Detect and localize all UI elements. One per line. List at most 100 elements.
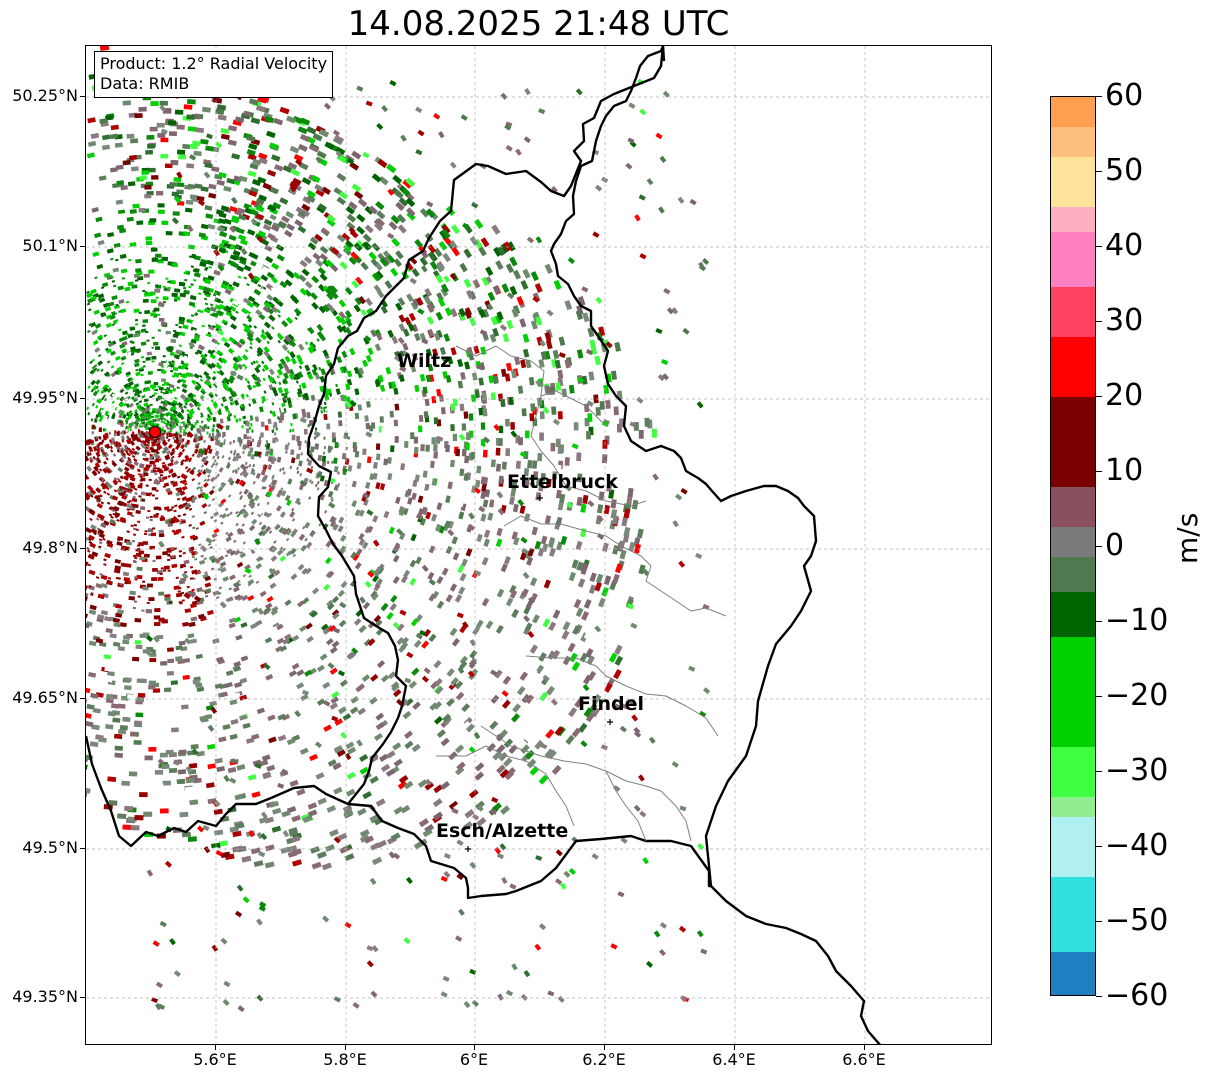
radar-pixel	[170, 402, 177, 408]
radar-pixel	[439, 346, 447, 356]
radar-pixel	[466, 678, 475, 688]
radar-pixel	[90, 692, 99, 699]
radar-pixel	[499, 843, 507, 851]
radar-pixel	[342, 713, 352, 721]
radar-pixel	[398, 314, 406, 323]
radar-pixel	[295, 158, 303, 166]
radar-pixel	[329, 829, 339, 837]
radar-pixel	[220, 289, 229, 296]
radar-pixel	[520, 993, 528, 1001]
radar-pixel	[195, 527, 200, 531]
radar-pixel	[405, 197, 416, 208]
radar-pixel	[207, 331, 211, 335]
radar-pixel	[181, 480, 186, 484]
radar-pixel	[161, 220, 169, 225]
radar-pixel	[100, 522, 107, 529]
radar-pixel	[86, 452, 90, 457]
radar-pixel	[369, 814, 380, 823]
radar-pixel	[162, 389, 166, 393]
radar-pixel	[211, 377, 216, 381]
radar-pixel	[119, 725, 128, 731]
radar-pixel	[220, 937, 228, 945]
radar-pixel	[633, 543, 641, 554]
radar-pixel	[243, 276, 248, 280]
radar-pixel	[87, 385, 91, 389]
radar-pixel	[175, 528, 182, 534]
radar-pixel	[193, 279, 197, 282]
radar-pixel	[443, 716, 453, 725]
radar-pixel	[126, 133, 135, 139]
radar-pixel	[223, 218, 232, 225]
radar-pixel	[222, 724, 231, 730]
radar-pixel	[172, 211, 180, 216]
radar-pixel	[509, 589, 518, 599]
radar-pixel	[229, 699, 238, 706]
radar-pixel	[335, 388, 341, 395]
radar-pixel	[258, 851, 266, 858]
radar-pixel	[234, 116, 245, 124]
radar-pixel	[213, 528, 220, 534]
radar-pixel	[160, 137, 169, 143]
radar-pixel	[95, 436, 99, 440]
radar-pixel	[122, 350, 127, 354]
radar-pixel	[132, 389, 136, 393]
radar-pixel	[151, 577, 157, 582]
radar-pixel	[416, 297, 424, 306]
radar-pixel	[134, 429, 136, 432]
radar-pixel	[171, 292, 178, 298]
radar-pixel	[614, 644, 623, 655]
radar-pixel	[666, 307, 674, 315]
radar-pixel	[315, 156, 323, 164]
radar-pixel	[135, 371, 141, 377]
radar-pixel	[571, 727, 582, 738]
radar-pixel	[404, 531, 412, 540]
radar-pixel	[117, 646, 126, 652]
radar-pixel	[86, 535, 89, 542]
radar-pixel	[217, 226, 225, 232]
radar-pixel	[601, 421, 610, 427]
radar-pixel	[516, 295, 525, 306]
radar-pixel	[269, 404, 274, 411]
radar-pixel	[457, 564, 465, 574]
radar-pixel	[192, 305, 196, 308]
radar-pixel	[678, 925, 687, 933]
radar-pixel	[610, 499, 617, 509]
radar-pixel	[258, 157, 268, 165]
radar-pixel	[155, 1002, 162, 1011]
radar-pixel	[245, 305, 250, 309]
radar-pixel	[369, 473, 375, 481]
radar-pixel	[530, 403, 536, 412]
radar-pixel	[279, 511, 286, 518]
radar-pixel	[129, 488, 133, 492]
radar-pixel	[269, 142, 279, 150]
radar-pixel	[140, 368, 144, 372]
radar-pixel	[255, 213, 265, 221]
radar-pixel	[237, 363, 244, 370]
radar-pixel	[351, 480, 357, 488]
radar-pixel	[509, 285, 518, 296]
radar-pixel	[173, 970, 181, 978]
radar-pixel	[315, 403, 319, 407]
radar-pixel	[446, 697, 455, 707]
radar-pixel	[272, 202, 282, 210]
radar-pixel	[118, 310, 122, 313]
radar-pixel	[313, 430, 321, 437]
radar-pixel	[134, 358, 140, 364]
radar-pixel	[575, 540, 583, 551]
radar-pixel	[107, 341, 114, 348]
radar-pixel	[150, 532, 156, 537]
radar-pixel	[171, 506, 175, 509]
radar-pixel	[266, 340, 270, 345]
radar-pixel	[212, 349, 216, 353]
radar-pixel	[298, 446, 301, 451]
radar-pixel	[211, 497, 216, 502]
radar-pixel	[223, 348, 230, 355]
radar-pixel	[153, 514, 159, 518]
radar-pixel	[116, 609, 124, 615]
radar-pixel	[276, 299, 284, 307]
radar-pixel	[223, 980, 231, 988]
radar-pixel	[99, 528, 103, 533]
radar-pixel	[87, 329, 91, 334]
radar-pixel	[519, 522, 526, 532]
radar-pixel	[241, 855, 252, 863]
